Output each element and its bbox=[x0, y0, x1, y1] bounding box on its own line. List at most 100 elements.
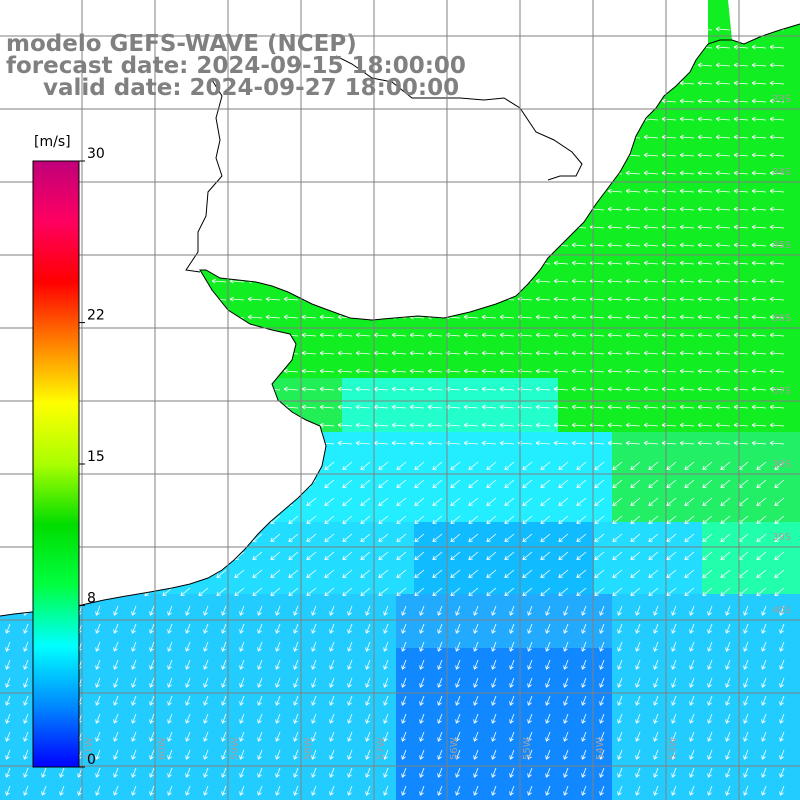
wind-speed-cell bbox=[756, 720, 775, 739]
wind-speed-cell bbox=[360, 522, 379, 541]
wind-speed-cell bbox=[468, 540, 487, 559]
wind-speed-cell bbox=[558, 594, 577, 613]
wind-speed-cell bbox=[594, 486, 613, 505]
wind-speed-cell bbox=[792, 432, 800, 451]
wind-speed-cell bbox=[792, 90, 800, 109]
wind-speed-cell bbox=[576, 594, 595, 613]
wind-speed-cell bbox=[324, 450, 343, 469]
wind-speed-cell bbox=[792, 324, 800, 343]
wind-speed-cell bbox=[468, 522, 487, 541]
latitude-label: 34S bbox=[772, 167, 791, 178]
wind-speed-cell bbox=[468, 594, 487, 613]
wind-speed-cell bbox=[468, 648, 487, 667]
wind-speed-cell bbox=[342, 522, 361, 541]
wind-speed-cell bbox=[576, 648, 595, 667]
wind-speed-cell bbox=[234, 630, 253, 649]
wind-speed-cell bbox=[252, 612, 271, 631]
wind-speed-cell bbox=[126, 702, 145, 721]
wind-speed-cell bbox=[774, 504, 793, 523]
wind-speed-cell bbox=[108, 720, 127, 739]
wind-speed-cell bbox=[486, 612, 505, 631]
wind-speed-cell bbox=[324, 612, 343, 631]
wind-speed-cell bbox=[252, 540, 271, 559]
wind-speed-cell bbox=[360, 540, 379, 559]
wind-speed-cell bbox=[720, 720, 739, 739]
wind-speed-cell bbox=[162, 774, 181, 793]
wind-speed-cell bbox=[108, 774, 127, 793]
wind-speed-cell bbox=[558, 522, 577, 541]
wind-speed-cell bbox=[774, 396, 793, 415]
wind-speed-cell bbox=[252, 738, 271, 757]
wind-speed-cell bbox=[324, 540, 343, 559]
wind-speed-cell bbox=[252, 648, 271, 667]
wind-speed-cell bbox=[738, 486, 757, 505]
wind-speed-cell bbox=[432, 594, 451, 613]
wind-speed-cell bbox=[378, 522, 397, 541]
wind-speed-cell bbox=[702, 522, 721, 541]
wind-speed-cell bbox=[360, 630, 379, 649]
wind-speed-cell bbox=[324, 774, 343, 793]
wind-speed-cell bbox=[468, 558, 487, 577]
wind-speed-cell bbox=[612, 522, 631, 541]
wind-speed-cell bbox=[270, 648, 289, 667]
wind-speed-cell bbox=[486, 648, 505, 667]
wind-speed-cell bbox=[396, 540, 415, 559]
wind-speed-cell bbox=[288, 702, 307, 721]
wind-speed-cell bbox=[702, 702, 721, 721]
wind-speed-cell bbox=[774, 108, 793, 127]
wind-speed-cell bbox=[180, 702, 199, 721]
wind-speed-cell bbox=[630, 702, 649, 721]
wind-speed-cell bbox=[450, 720, 469, 739]
wind-speed-cell bbox=[342, 666, 361, 685]
wind-speed-cell bbox=[180, 738, 199, 757]
wind-speed-cell bbox=[270, 612, 289, 631]
wind-speed-cell bbox=[756, 738, 775, 757]
wind-speed-cell bbox=[108, 666, 127, 685]
wind-speed-cell bbox=[90, 720, 109, 739]
wind-speed-cell bbox=[450, 540, 469, 559]
wind-speed-cell bbox=[666, 558, 685, 577]
wind-speed-cell bbox=[468, 486, 487, 505]
wind-speed-cell bbox=[0, 666, 19, 685]
wind-speed-cell bbox=[468, 630, 487, 649]
wind-speed-cell bbox=[306, 540, 325, 559]
latitude-label: 39S bbox=[772, 532, 791, 543]
wind-speed-cell bbox=[774, 72, 793, 91]
wind-speed-cell bbox=[612, 594, 631, 613]
wind-speed-cell bbox=[738, 702, 757, 721]
wind-speed-cell bbox=[360, 720, 379, 739]
wind-speed-cell bbox=[720, 576, 739, 595]
wind-speed-cell bbox=[630, 486, 649, 505]
wind-speed-cell bbox=[90, 648, 109, 667]
wind-speed-cell bbox=[558, 720, 577, 739]
wind-speed-cell bbox=[396, 594, 415, 613]
wind-speed-cell bbox=[450, 648, 469, 667]
wind-speed-cell bbox=[396, 468, 415, 487]
wind-speed-cell bbox=[630, 630, 649, 649]
wind-speed-cell bbox=[666, 450, 685, 469]
wind-speed-cell bbox=[396, 612, 415, 631]
wind-speed-cell bbox=[792, 540, 800, 559]
wind-speed-cell bbox=[558, 558, 577, 577]
wind-speed-cell bbox=[306, 504, 325, 523]
wind-speed-cell bbox=[612, 558, 631, 577]
wind-speed-cell bbox=[630, 666, 649, 685]
wind-speed-cell bbox=[738, 468, 757, 487]
wind-speed-cell bbox=[396, 486, 415, 505]
wind-speed-cell bbox=[738, 774, 757, 793]
wind-speed-cell bbox=[396, 774, 415, 793]
wind-speed-cell bbox=[774, 558, 793, 577]
wind-speed-cell bbox=[522, 630, 541, 649]
wind-speed-cell bbox=[162, 648, 181, 667]
wind-speed-cell bbox=[288, 612, 307, 631]
wind-speed-cell bbox=[738, 540, 757, 559]
wind-speed-cell bbox=[306, 522, 325, 541]
wind-speed-cell bbox=[630, 612, 649, 631]
wind-speed-cell bbox=[684, 666, 703, 685]
wind-speed-cell bbox=[576, 702, 595, 721]
wind-speed-cell bbox=[450, 504, 469, 523]
wind-speed-cell bbox=[720, 648, 739, 667]
wind-speed-cell bbox=[432, 486, 451, 505]
wind-speed-cell bbox=[180, 720, 199, 739]
wind-speed-cell bbox=[792, 126, 800, 145]
